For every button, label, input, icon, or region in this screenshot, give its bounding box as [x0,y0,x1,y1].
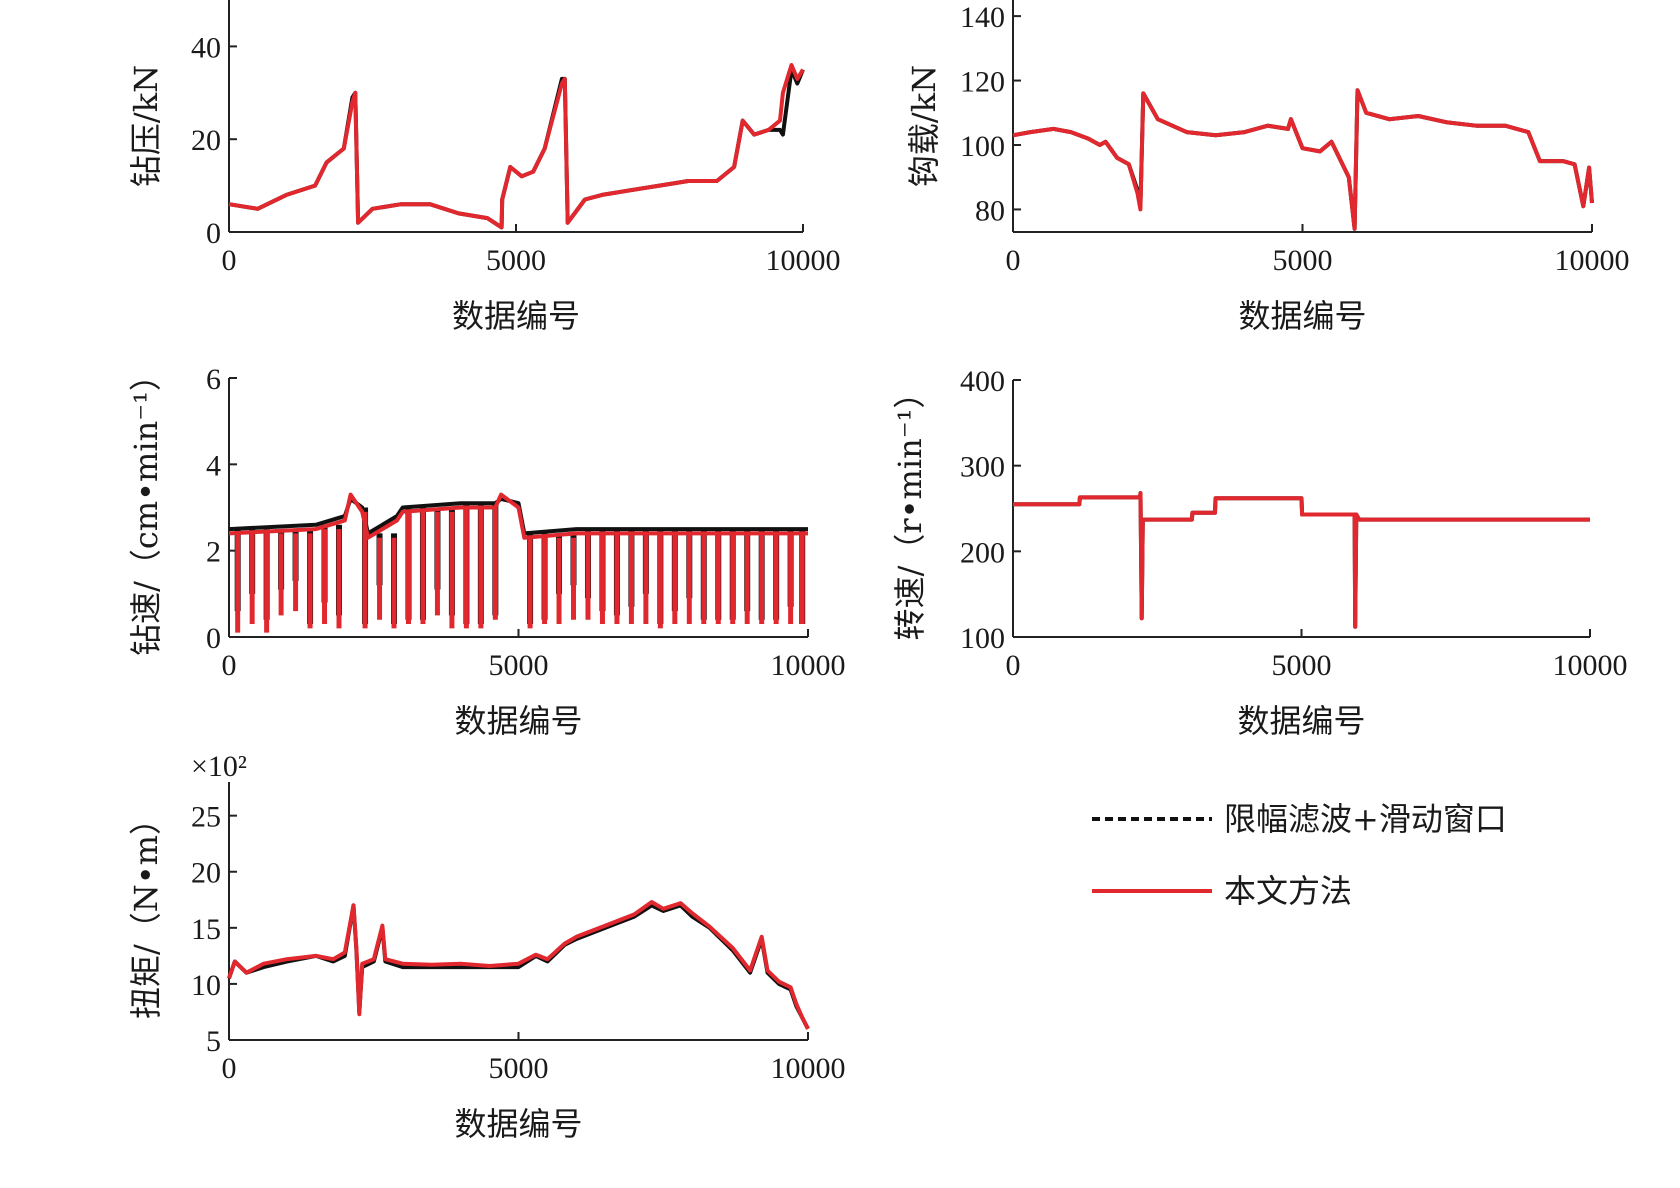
y-axis-label: 钩载/kN [905,65,943,187]
filter-series-line [1012,88,1594,231]
y-tick-label: 140 [960,1,1005,34]
x-tick-label: 0 [1006,649,1021,682]
y-tick-label: 25 [191,801,221,834]
y-tick-label: 40 [191,31,221,64]
drill-pressure-panel: 0 5000 10000 0 20 40 数据编号 钻压/kN [127,0,841,335]
filter-series-line [228,67,805,230]
x-tick-label: 0 [222,649,237,682]
x-tick-label: 5000 [486,244,546,277]
y-axis-label: 钻速/（cm•min⁻¹） [127,359,165,656]
x-tick-label: 5000 [1273,244,1333,277]
y-tick-label: 80 [975,194,1005,227]
y-tick-label: 100 [960,622,1005,655]
x-axis-label: 数据编号 [1238,297,1366,335]
x-axis-label: 数据编号 [1237,702,1365,740]
y-tick-label: 200 [960,536,1005,569]
x-tick-label: 10000 [1555,244,1630,277]
x-tick-label: 0 [222,244,237,277]
y-tick-label: 15 [191,913,221,946]
y-tick-label: 10 [191,969,221,1002]
y-tick-label: 4 [206,449,221,482]
x-tick-label: 0 [1006,244,1021,277]
filter-series-line [227,903,810,1030]
method-series-line [1012,88,1594,231]
y-axis-label: 钻压/kN [127,65,165,187]
hook-load-panel: 0 5000 10000 80 100 120 140 数据编号 钩载/kN [905,0,1630,335]
y-tick-label: 0 [206,622,221,655]
method-series-line [228,63,805,230]
y-tick-label: 20 [191,857,221,890]
rotary-speed-panel: 0 5000 10000 100 200 300 400 数据编号 转速/（r•min⁻¹） [891,365,1628,740]
x-tick-label: 5000 [489,649,549,682]
y-tick-label: 2 [206,536,221,569]
method-series-line [1013,491,1590,629]
x-axis-label: 数据编号 [454,1105,582,1143]
x-axis-label: 数据编号 [454,702,582,740]
legend-filter-label: 限幅滤波+滑动窗口 [1224,800,1507,838]
y-exponent-label: ×10² [191,750,247,783]
y-tick-label: 20 [191,124,221,157]
drill-speed-panel: 0 5000 10000 0 2 4 6 数据编号 钻速/（cm•min⁻¹） [127,359,846,740]
legend-method-label: 本文方法 [1224,872,1352,910]
y-tick-label: 6 [206,363,221,396]
x-tick-label: 0 [222,1052,237,1085]
x-tick-label: 10000 [771,1052,846,1085]
y-tick-label: 300 [960,451,1005,484]
x-tick-label: 10000 [771,649,846,682]
x-tick-label: 10000 [766,244,841,277]
x-tick-label: 5000 [1272,649,1332,682]
y-axis-label: 扭矩/（N•m） [127,803,165,1019]
method-series-line [227,900,810,1030]
x-tick-label: 5000 [489,1052,549,1085]
y-tick-label: 5 [206,1025,221,1058]
y-tick-label: 120 [960,66,1005,99]
y-tick-label: 100 [960,130,1005,163]
y-axis-label: 转速/（r•min⁻¹） [891,377,929,641]
y-tick-label: 0 [206,217,221,250]
legend: 限幅滤波+滑动窗口 本文方法 [1092,800,1507,910]
y-tick-label: 400 [960,365,1005,398]
x-axis-label: 数据编号 [452,297,580,335]
torque-panel: 0 5000 10000 5 10 15 20 25 数据编号 扭矩/（N•m） ×10² [127,750,846,1143]
x-tick-label: 10000 [1553,649,1628,682]
